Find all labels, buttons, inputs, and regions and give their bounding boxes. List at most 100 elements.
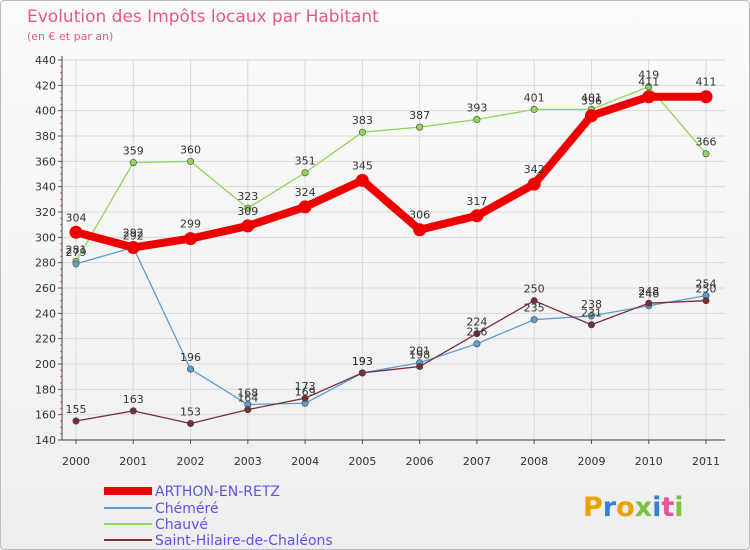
y-tick-label: 160: [35, 409, 56, 422]
data-label-saint-hilaire-de-chal-ons: 193: [352, 355, 373, 368]
y-tick-label: 280: [35, 257, 56, 270]
x-tick-label: 2011: [692, 455, 720, 468]
data-point-chauv: [645, 83, 653, 91]
y-tick-label: 320: [35, 206, 56, 219]
data-point-chauv: [473, 116, 481, 124]
y-tick-label: 340: [35, 181, 56, 194]
legend-label: Chéméré: [155, 501, 219, 517]
data-point-arthon-en-retz: [642, 90, 656, 104]
data-point-arthon-en-retz: [184, 232, 198, 246]
data-point-saint-hilaire-de-chal-ons: [358, 369, 366, 377]
data-point-arthon-en-retz: [241, 219, 255, 233]
data-label-saint-hilaire-de-chal-ons: 163: [123, 393, 144, 406]
proxiti-logo: Proxiti: [583, 492, 684, 523]
y-tick-label: 260: [35, 282, 56, 295]
data-label-saint-hilaire-de-chal-ons: 164: [237, 392, 258, 405]
data-label-chauv: 281: [66, 243, 87, 256]
y-tick-label: 360: [35, 155, 56, 168]
data-point-saint-hilaire-de-chal-ons: [473, 330, 481, 338]
data-label-arthon-en-retz: 299: [180, 218, 201, 231]
logo-letter: t: [661, 492, 674, 523]
data-point-chauv: [702, 150, 710, 158]
data-point-arthon-en-retz: [584, 109, 598, 123]
data-label-arthon-en-retz: 411: [696, 76, 717, 89]
data-point-saint-hilaire-de-chal-ons: [702, 297, 710, 305]
data-point-chauv: [358, 128, 366, 136]
data-label-chauv: 366: [696, 136, 717, 149]
data-label-chauv: 419: [638, 69, 659, 82]
y-tick-label: 380: [35, 130, 56, 143]
series-line-ch-m-r: [75, 246, 707, 406]
data-label-arthon-en-retz: 317: [466, 195, 487, 208]
data-point-chauv: [416, 123, 424, 131]
data-point-arthon-en-retz: [470, 209, 484, 223]
x-tick-label: 2000: [62, 455, 90, 468]
x-tick-label: 2004: [291, 455, 319, 468]
series-layer: [69, 83, 713, 428]
data-point-saint-hilaire-de-chal-ons: [587, 321, 595, 329]
data-label-chauv: 393: [466, 102, 487, 115]
data-point-ch-m-r: [473, 340, 481, 348]
data-label-arthon-en-retz: 304: [66, 211, 87, 224]
data-label-ch-m-r: 279: [66, 246, 87, 259]
axes: 140 160 180 200 220 240 260 280 300 320 340 360 380 4…: [35, 54, 725, 468]
data-point-saint-hilaire-de-chal-ons: [530, 297, 538, 305]
series-line-chauv: [75, 85, 707, 263]
data-label-saint-hilaire-de-chal-ons: 250: [524, 283, 545, 296]
y-tick-label: 220: [35, 333, 56, 346]
data-label-ch-m-r: 238: [581, 298, 602, 311]
data-label-ch-m-r: 292: [123, 229, 144, 242]
x-tick-label: 2005: [348, 455, 376, 468]
data-label-ch-m-r: 246: [638, 288, 659, 301]
logo-letter: i: [652, 492, 661, 523]
data-label-arthon-en-retz: 342: [524, 163, 545, 176]
logo-letter: x: [635, 492, 652, 523]
y-tick-label: 140: [35, 434, 56, 447]
data-point-chauv: [129, 159, 137, 167]
series-line-arthon-en-retz: [72, 92, 710, 252]
x-tick-label: 2006: [406, 455, 434, 468]
data-point-arthon-en-retz: [298, 200, 312, 214]
data-label-chauv: 387: [409, 109, 430, 122]
data-labels: 281 359 360 323 351 383 387 393 401 401 419 366 279 2…: [66, 69, 717, 419]
data-point-saint-hilaire-de-chal-ons: [416, 363, 424, 371]
data-label-chauv: 359: [123, 145, 144, 158]
chart-subtitle: (en € et par an): [27, 30, 113, 43]
logo-letter: o: [616, 492, 635, 523]
data-label-chauv: 360: [180, 143, 201, 156]
y-tick-label: 180: [35, 383, 56, 396]
data-point-saint-hilaire-de-chal-ons: [187, 420, 195, 428]
data-point-ch-m-r: [587, 312, 595, 320]
data-point-chauv: [301, 169, 309, 177]
data-point-ch-m-r: [187, 365, 195, 373]
data-label-saint-hilaire-de-chal-ons: 153: [180, 406, 201, 419]
data-label-ch-m-r: 196: [180, 351, 201, 364]
data-label-ch-m-r: 193: [352, 355, 373, 368]
data-point-ch-m-r: [72, 260, 80, 268]
data-point-arthon-en-retz: [69, 225, 83, 239]
legend-label: Chauvé: [155, 517, 208, 533]
data-point-arthon-en-retz: [126, 240, 140, 254]
data-label-arthon-en-retz: 345: [352, 159, 373, 172]
data-point-saint-hilaire-de-chal-ons: [244, 406, 252, 414]
data-label-arthon-en-retz: 411: [638, 76, 659, 89]
legend-label: Saint-Hilaire-de-Chaléons: [155, 533, 333, 549]
data-point-arthon-en-retz: [527, 177, 541, 191]
y-tick-label: 240: [35, 307, 56, 320]
data-label-ch-m-r: 169: [295, 385, 316, 398]
data-label-chauv: 351: [295, 155, 316, 168]
x-tick-label: 2010: [635, 455, 663, 468]
data-point-chauv: [187, 157, 195, 165]
legend-label: ARTHON-EN-RETZ: [155, 484, 280, 500]
x-tick-label: 2002: [177, 455, 205, 468]
data-label-ch-m-r: 235: [524, 302, 545, 315]
y-tick-label: 400: [35, 105, 56, 118]
logo-letter: i: [674, 492, 683, 523]
data-label-arthon-en-retz: 309: [237, 205, 258, 218]
data-label-ch-m-r: 168: [237, 387, 258, 400]
data-point-saint-hilaire-de-chal-ons: [129, 407, 137, 415]
data-point-saint-hilaire-de-chal-ons: [72, 417, 80, 425]
x-tick-label: 2008: [520, 455, 548, 468]
data-label-arthon-en-retz: 324: [295, 186, 316, 199]
